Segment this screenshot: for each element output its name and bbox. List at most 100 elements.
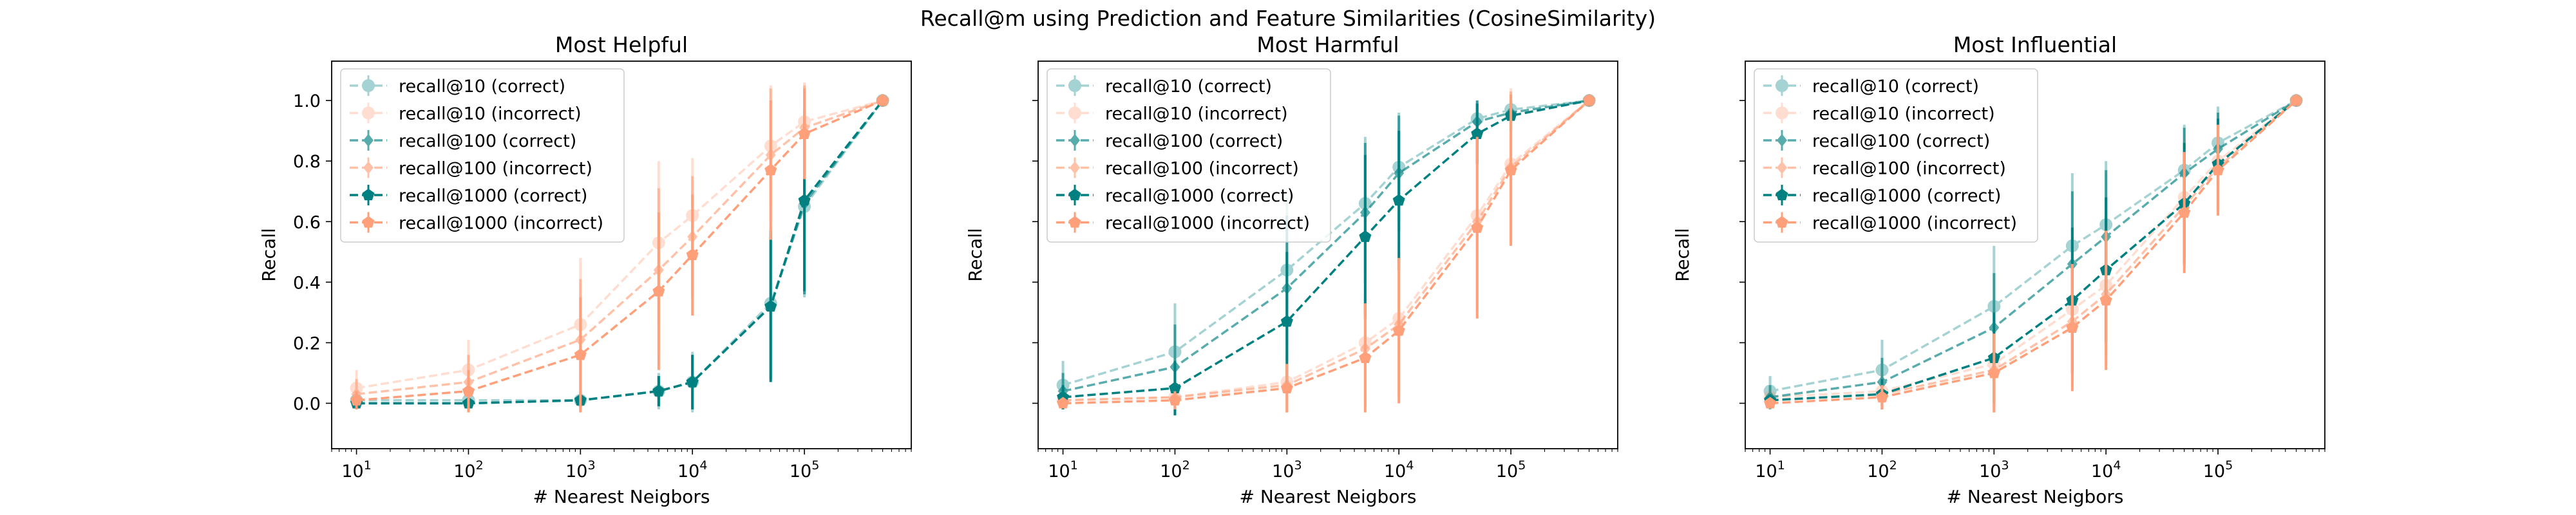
data-point [574,348,587,360]
legend-marker [1070,134,1080,147]
legend-swatch [350,212,387,233]
data-point [1168,393,1181,406]
legend-marker [1068,106,1081,120]
legend-label: recall@100 (incorrect) [399,159,592,179]
x-axis-label: # Nearest Neigbors [533,486,710,507]
data-point [2178,206,2191,218]
legend-label: recall@10 (correct) [1812,77,1979,97]
data-point [876,94,889,106]
data-point [652,384,665,397]
series-5 [350,88,889,413]
data-point [1987,366,2000,379]
legend-label: recall@100 (incorrect) [1812,159,2006,179]
series-line [1770,99,2297,393]
data-point [1280,315,1293,327]
legend-entry: recall@10 (correct) [350,75,565,97]
legend-entry: recall@10 (correct) [1763,75,1979,97]
data-point [462,384,475,397]
legend-entry: recall@100 (correct) [350,130,576,151]
legend-swatch [350,75,387,96]
legend-marker [1068,189,1081,201]
panel-title: Most Helpful [555,32,688,57]
legend-label: recall@100 (correct) [399,131,576,151]
legend-marker [363,161,374,174]
legend-marker [1776,79,1788,92]
legend-swatch [350,130,387,151]
legend-swatch [1763,185,1801,205]
legend-label: recall@100 (correct) [1105,131,1283,151]
legend-entry: recall@100 (correct) [1056,130,1283,151]
y-tick-label: 0.2 [293,333,321,353]
data-point [1504,164,1517,176]
data-point [1471,127,1484,139]
legend-entry: recall@1000 (correct) [1056,185,1294,206]
series-line [356,99,884,402]
legend-entry: recall@10 (correct) [1056,75,1272,97]
x-tick-label: 105 [1496,458,1526,482]
axes-frame [331,61,912,449]
y-axis-label: Recall [965,228,986,282]
y-tick-label: 0.0 [293,394,321,414]
legend-box [1046,68,1331,243]
legend-swatch [1056,185,1094,205]
legend-marker [362,79,375,92]
figure-suptitle: Recall@m using Prediction and Feature Si… [920,6,1656,31]
panel-title: Most Influential [1953,32,2117,57]
legend-swatch [350,157,387,178]
data-point [1359,230,1372,242]
data-point [686,375,699,388]
legend-box [1754,68,2038,243]
legend-label: recall@10 (correct) [399,77,565,97]
x-tick-label: 104 [1384,458,1414,482]
data-point [1471,221,1484,233]
x-axis-label: # Nearest Neigbors [1946,486,2123,507]
legend-marker [363,134,374,147]
axes-frame [1037,61,1618,449]
legend-marker [362,106,375,120]
legend-swatch [1056,212,1094,233]
legend-entry: recall@100 (incorrect) [350,157,592,179]
legend-label: recall@100 (incorrect) [1105,159,1299,179]
legend-entry: recall@1000 (incorrect) [350,212,603,234]
legend-swatch [1763,102,1801,124]
legend-marker [1068,216,1081,228]
data-point [798,127,811,139]
y-axis-label: Recall [258,228,279,282]
y-tick-label: 0.6 [293,212,321,232]
legend-swatch [1056,157,1094,178]
series-line [356,100,884,405]
legend-entry: recall@10 (incorrect) [1763,102,1995,124]
legend-marker [1776,189,1788,201]
data-point [2211,164,2224,176]
data-point [1392,194,1405,206]
data-point [1359,351,1372,363]
series-line [1770,99,2297,398]
series-5 [1057,94,1596,413]
series-line [1063,99,1589,398]
legend-label: recall@1000 (incorrect) [1105,214,1310,234]
legend-marker [1777,134,1787,147]
legend-marker [1776,106,1788,120]
data-point [1392,324,1405,336]
series-5 [1764,94,2303,413]
legend-swatch [350,185,387,205]
legend-swatch [1056,102,1094,124]
legend-label: recall@10 (correct) [1105,77,1272,97]
legend-entry: recall@1000 (incorrect) [1763,212,2017,234]
y-axis-label: Recall [1672,228,1693,282]
data-point [686,248,699,261]
legend-entry: recall@100 (correct) [1763,130,1990,151]
legend-entry: recall@10 (incorrect) [1056,102,1288,124]
data-point [1168,381,1181,394]
data-point [1280,381,1293,394]
legend-label: recall@1000 (correct) [1105,186,1294,206]
series-line [1063,99,1589,393]
legend-entry: recall@1000 (correct) [350,185,587,206]
legend-swatch [1763,75,1801,96]
legend: recall@10 (correct) recall@10 (incorrect)… [1754,68,2038,243]
